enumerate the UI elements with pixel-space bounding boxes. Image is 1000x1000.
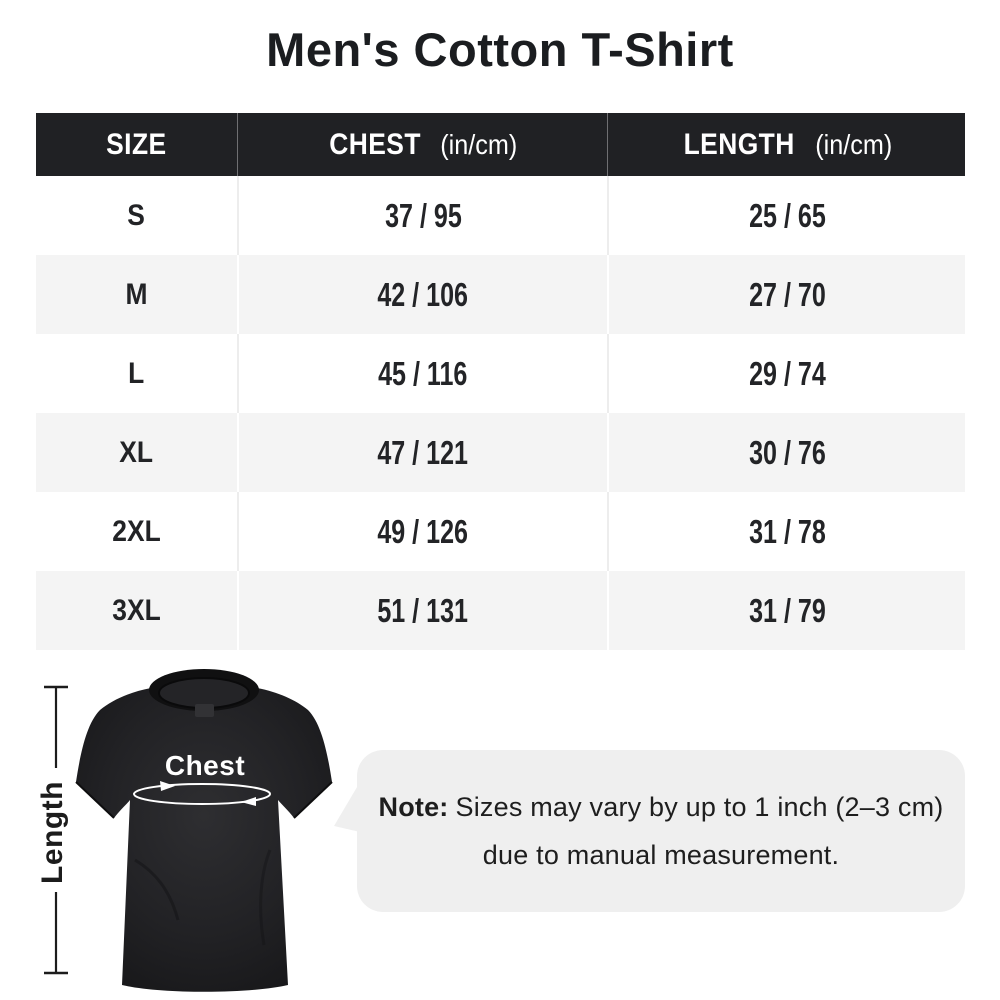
- header-cell-chest: CHEST (in/cm): [237, 113, 607, 176]
- cell-chest: 51 / 131: [237, 571, 607, 650]
- cell-size: 3XL: [36, 571, 237, 650]
- note-text-1: Sizes may vary by up to 1 inch (2–3 cm): [455, 791, 944, 822]
- sleeve-seam-left: [75, 781, 115, 819]
- length-value: 31 / 79: [748, 591, 826, 629]
- chest-measure-ellipse: [133, 783, 271, 805]
- cell-chest: 37 / 95: [237, 176, 607, 255]
- chest-value: 42 / 106: [377, 275, 469, 313]
- size-value: 2XL: [112, 514, 161, 548]
- note-label: Note:: [378, 791, 449, 822]
- cell-size: XL: [36, 413, 237, 492]
- chest-value: 45 / 116: [378, 354, 468, 392]
- header-size-label: SIZE: [106, 127, 167, 161]
- tshirt-body: [76, 688, 332, 992]
- table-row-s: S 37 / 95 25 / 65: [36, 176, 965, 255]
- cell-length: 31 / 79: [607, 571, 965, 650]
- cell-length: 25 / 65: [607, 176, 965, 255]
- size-value: L: [128, 356, 145, 390]
- header-chest-pair: CHEST (in/cm): [323, 128, 522, 162]
- size-table: SIZE CHEST (in/cm) LENGTH (in/cm) S 37 /…: [36, 113, 965, 650]
- header-chest-unit: (in/cm): [440, 128, 518, 160]
- size-value: M: [125, 277, 148, 311]
- note-line-2: due to manual measurement.: [483, 840, 839, 871]
- collar-brand-label: [195, 704, 214, 717]
- cell-length: 31 / 78: [607, 492, 965, 571]
- cell-size: L: [36, 334, 237, 413]
- header-length-label: LENGTH: [683, 127, 795, 161]
- table-header-row: SIZE CHEST (in/cm) LENGTH (in/cm): [36, 113, 965, 176]
- size-value: 3XL: [112, 593, 161, 627]
- cell-chest: 49 / 126: [237, 492, 607, 571]
- cell-length: 30 / 76: [607, 413, 965, 492]
- header-chest-label: CHEST: [329, 127, 422, 161]
- table-row-xl: XL 47 / 121 30 / 76: [36, 413, 965, 492]
- cell-chest: 47 / 121: [237, 413, 607, 492]
- note-text-2: due to manual measurement.: [482, 839, 840, 870]
- size-value: XL: [119, 435, 154, 469]
- cell-length: 27 / 70: [607, 255, 965, 334]
- note-bubble: Note: Sizes may vary by up to 1 inch (2–3…: [357, 750, 965, 912]
- length-value: 31 / 78: [748, 512, 826, 550]
- chest-value: 47 / 121: [377, 433, 469, 471]
- header-cell-size: SIZE: [36, 113, 237, 176]
- cell-size: M: [36, 255, 237, 334]
- length-value: 27 / 70: [748, 275, 826, 313]
- cell-size: S: [36, 176, 237, 255]
- wrinkle-2: [259, 849, 272, 946]
- length-value: 30 / 76: [748, 433, 826, 471]
- table-row-2xl: 2XL 49 / 126 31 / 78: [36, 492, 965, 571]
- length-value: 25 / 65: [748, 196, 826, 234]
- length-label: Length: [36, 781, 69, 885]
- cell-chest: 45 / 116: [237, 334, 607, 413]
- header-length-pair: LENGTH (in/cm): [676, 128, 897, 162]
- size-value: S: [127, 198, 146, 232]
- cell-chest: 42 / 106: [237, 255, 607, 334]
- table-row-3xl: 3XL 51 / 131 31 / 79: [36, 571, 965, 650]
- collar-inner: [158, 677, 250, 709]
- chest-arrow-right: [160, 781, 175, 791]
- cell-size: 2XL: [36, 492, 237, 571]
- table-row-m: M 42 / 106 27 / 70: [36, 255, 965, 334]
- length-value: 29 / 74: [748, 354, 826, 392]
- wrinkle-1: [134, 858, 180, 921]
- chest-value: 51 / 131: [377, 591, 469, 629]
- length-measure-line: [44, 685, 68, 975]
- sleeve-seam-right: [293, 781, 333, 819]
- chest-value: 37 / 95: [384, 196, 462, 234]
- note-line-1: Note: Sizes may vary by up to 1 inch (2–3…: [379, 792, 944, 823]
- tshirt-image: [75, 669, 333, 992]
- header-cell-length: LENGTH (in/cm): [607, 113, 965, 176]
- header-length-unit: (in/cm): [815, 128, 893, 160]
- chest-value: 49 / 126: [377, 512, 469, 550]
- page-title: Men's Cotton T-Shirt: [266, 23, 734, 76]
- chest-arrow-left: [241, 797, 256, 806]
- table-row-l: L 45 / 116 29 / 74: [36, 334, 965, 413]
- chest-label: Chest: [164, 750, 246, 781]
- cell-length: 29 / 74: [607, 334, 965, 413]
